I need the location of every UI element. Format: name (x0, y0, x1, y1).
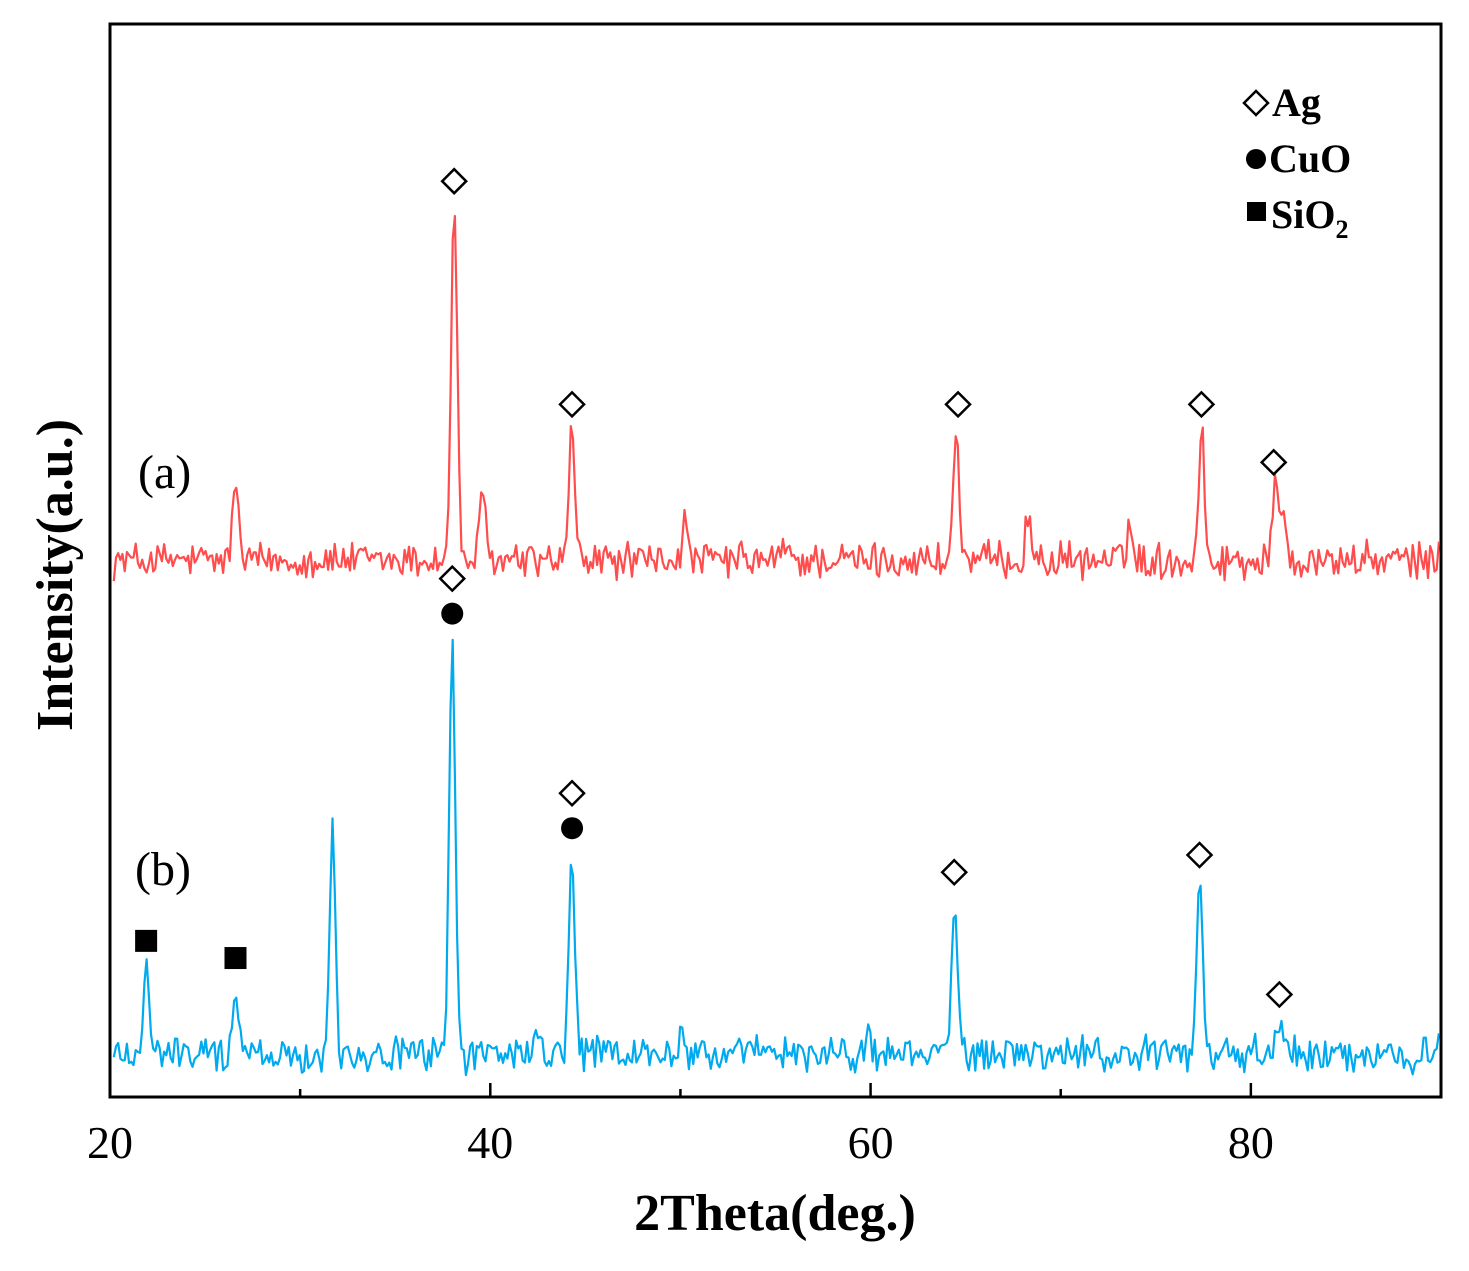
x-tick-label: 20 (87, 1117, 133, 1168)
x-tick-label: 40 (467, 1117, 513, 1168)
legend-label-sio2: SiO2 (1271, 192, 1348, 244)
ag-diamond-marker (438, 564, 467, 593)
legend-label-sio2-base: SiO (1271, 192, 1335, 237)
ag-diamond-marker (1185, 841, 1214, 869)
x-axis-title: 2Theta(deg.) (634, 1185, 916, 1242)
peak-marker-layer (135, 167, 1294, 1009)
cuo-circle-marker (441, 602, 464, 625)
series-layer (112, 214, 1440, 1077)
legend-label-sio2-subscript: 2 (1335, 215, 1348, 244)
ag-diamond-marker (940, 858, 969, 886)
series-label-a: (a) (138, 446, 191, 499)
ag-diamond-marker (1187, 390, 1216, 419)
x-tick-label: 60 (848, 1117, 894, 1168)
legend: Ag CuO SiO2 (1242, 80, 1351, 244)
ag-diamond-marker (558, 390, 586, 419)
plot-frame (108, 22, 1443, 1099)
ag-diamond-marker (440, 167, 468, 195)
series-line-b (112, 638, 1440, 1077)
cuo-circle-marker (561, 817, 584, 840)
series-label-b: (b) (135, 843, 191, 896)
ag-diamond-marker (1259, 448, 1288, 477)
legend-square-icon (1247, 202, 1266, 221)
legend-label-ag: Ag (1272, 80, 1321, 125)
legend-label-cuo: CuO (1269, 136, 1351, 181)
y-axis-title: Intensity(a.u.) (27, 419, 84, 731)
sio2-square-marker (224, 947, 247, 970)
ag-diamond-marker (944, 390, 972, 419)
ag-diamond-marker (1265, 980, 1294, 1009)
x-axis-ticks: 20 40 60 80 (87, 1083, 1443, 1168)
legend-circle-icon (1246, 149, 1266, 169)
sio2-square-marker (135, 929, 158, 952)
ag-diamond-marker (558, 779, 586, 807)
x-tick-label: 80 (1228, 1117, 1274, 1168)
series-line-a (112, 214, 1440, 582)
legend-diamond-icon (1242, 89, 1270, 117)
